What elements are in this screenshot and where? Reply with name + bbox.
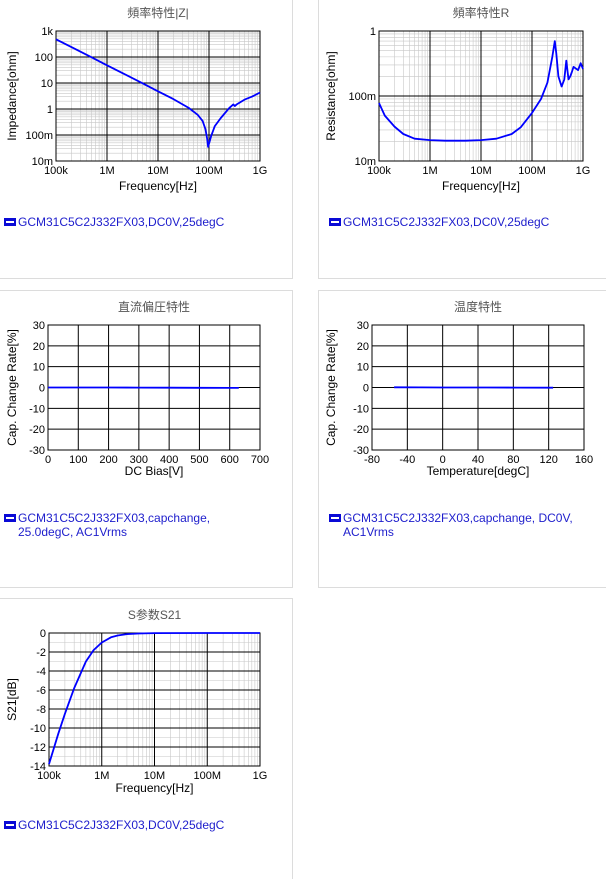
y-tick-label: 10 [41, 78, 53, 90]
y-tick-label: 0 [363, 383, 369, 395]
y-tick-label: -30 [353, 445, 369, 457]
legend-label: GCM31C5C2J332FX03,capchange, 25.0degC, A… [4, 511, 244, 539]
y-tick-label: -20 [29, 424, 45, 436]
legend-impedance: GCM31C5C2J332FX03,DC0V,25degC [4, 215, 284, 229]
x-tick-label: 120 [539, 454, 557, 466]
x-tick-label: 700 [251, 454, 269, 466]
y-tick-label: -4 [36, 666, 46, 678]
y-tick-label: -14 [30, 761, 46, 773]
y-axis-label: Resistance[ohm] [324, 51, 338, 140]
y-tick-label: -20 [353, 424, 369, 436]
y-tick-label: 10m [355, 156, 376, 168]
legend-label: GCM31C5C2J332FX03,DC0V,25degC [4, 818, 284, 832]
legend-label: GCM31C5C2J332FX03,DC0V,25degC [4, 215, 284, 229]
y-tick-label: 20 [33, 341, 45, 353]
y-tick-label: -8 [36, 704, 46, 716]
y-tick-label: 30 [357, 320, 369, 332]
x-tick-label: 100M [193, 770, 221, 782]
chart-title: 頻率特性R [453, 5, 510, 20]
x-tick-label: 200 [99, 454, 117, 466]
legend-swatch [4, 821, 16, 829]
legend-s21: GCM31C5C2J332FX03,DC0V,25degC [4, 818, 284, 832]
x-axis-label: Temperature[degC] [427, 464, 530, 478]
chart-title: S参数S21 [128, 607, 182, 622]
y-tick-label: 100m [25, 130, 53, 142]
y-tick-label: 10 [357, 362, 369, 374]
x-axis-label: Frequency[Hz] [442, 179, 520, 193]
y-tick-label: 30 [33, 320, 45, 332]
y-tick-label: 20 [357, 341, 369, 353]
chart-title: 温度特性 [454, 299, 502, 314]
chart-title: 頻率特性|Z| [127, 5, 189, 20]
legend-dc-bias: GCM31C5C2J332FX03,capchange, 25.0degC, A… [4, 511, 244, 539]
y-axis-label: S21[dB] [5, 678, 19, 721]
x-tick-label: 1G [253, 165, 268, 177]
x-tick-label: 100M [195, 165, 223, 177]
x-tick-label: 1M [422, 165, 437, 177]
y-tick-label: 1 [370, 26, 376, 38]
legend-temperature: GCM31C5C2J332FX03,capchange, DC0V, AC1Vr… [329, 511, 601, 539]
y-tick-label: -6 [36, 685, 46, 697]
x-tick-label: 500 [190, 454, 208, 466]
y-tick-label: -10 [30, 723, 46, 735]
x-tick-label: 0 [45, 454, 51, 466]
y-tick-label: 10m [32, 156, 53, 168]
legend-swatch [329, 514, 341, 522]
x-tick-label: 1M [99, 165, 114, 177]
legend-swatch [4, 514, 16, 522]
legend-resistance: GCM31C5C2J332FX03,DC0V,25degC [329, 215, 603, 229]
x-tick-label: 100 [69, 454, 87, 466]
x-axis-label: Frequency[Hz] [115, 781, 193, 795]
y-tick-label: 0 [39, 383, 45, 395]
y-tick-label: -12 [30, 742, 46, 754]
x-axis-label: DC Bias[V] [125, 464, 184, 478]
x-tick-label: 600 [221, 454, 239, 466]
x-tick-label: 10M [470, 165, 491, 177]
x-tick-label: 160 [575, 454, 593, 466]
y-tick-label: 100 [35, 52, 53, 64]
y-tick-label: -10 [353, 403, 369, 415]
x-tick-label: 10M [147, 165, 168, 177]
x-tick-label: 1G [576, 165, 591, 177]
x-axis-label: Frequency[Hz] [119, 179, 197, 193]
legend-swatch [4, 218, 16, 226]
y-axis-label: Cap. Change Rate[%] [324, 329, 338, 446]
y-tick-label: 1k [41, 26, 53, 38]
y-tick-label: -2 [36, 647, 46, 659]
y-tick-label: 0 [40, 628, 46, 640]
x-tick-label: 100M [518, 165, 546, 177]
y-tick-label: -10 [29, 403, 45, 415]
y-axis-label: Cap. Change Rate[%] [5, 329, 19, 446]
x-tick-label: 1M [94, 770, 109, 782]
x-tick-label: -40 [399, 454, 415, 466]
y-tick-label: -30 [29, 445, 45, 457]
legend-label: GCM31C5C2J332FX03,capchange, DC0V, AC1Vr… [329, 511, 601, 539]
y-tick-label: 1 [47, 104, 53, 116]
chart-title: 直流偏圧特性 [118, 299, 190, 314]
legend-swatch [329, 218, 341, 226]
y-axis-label: Impedance[ohm] [5, 51, 19, 140]
y-tick-label: 10 [33, 362, 45, 374]
x-tick-label: 1G [253, 770, 268, 782]
y-tick-label: 100m [348, 91, 376, 103]
legend-label: GCM31C5C2J332FX03,DC0V,25degC [329, 215, 603, 229]
